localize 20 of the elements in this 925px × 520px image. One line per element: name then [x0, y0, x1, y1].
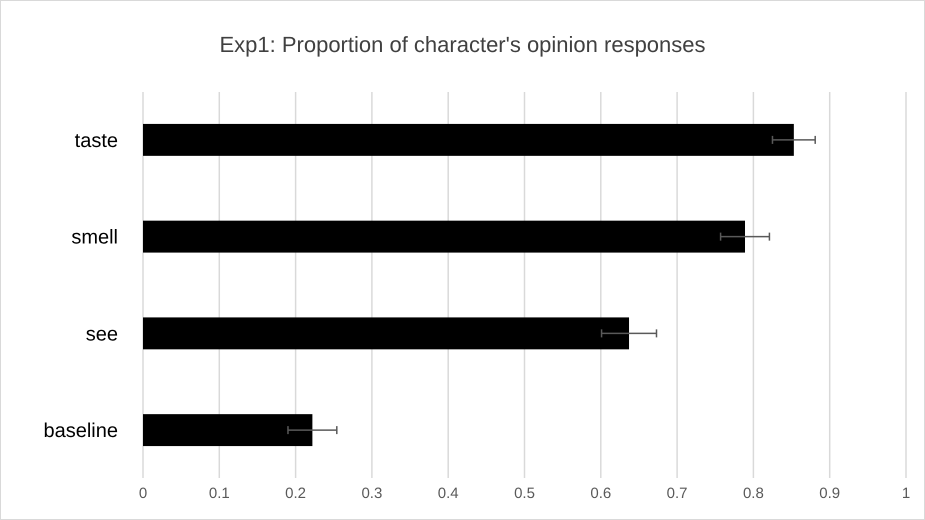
- bar: [143, 124, 794, 156]
- x-tick-label: 0.7: [666, 485, 688, 502]
- x-tick-label: 0.1: [208, 485, 230, 502]
- y-tick-label: taste: [74, 130, 118, 152]
- x-tick-label: 1: [902, 485, 910, 502]
- x-tick-label: 0.9: [819, 485, 840, 502]
- x-tick-label: 0: [138, 485, 148, 502]
- y-tick-label: smell: [71, 226, 118, 249]
- bar: [143, 414, 312, 446]
- chart-title: Exp1: Proportion of character's opinion responses: [219, 32, 706, 57]
- y-tick-label: see: [86, 323, 118, 346]
- bar: [143, 220, 746, 253]
- x-tick-label: 0.8: [742, 485, 764, 502]
- y-tick-label: baseline: [43, 420, 118, 442]
- x-tick-label: 0.4: [438, 485, 459, 502]
- x-tick-label: 0.2: [285, 485, 306, 502]
- bar: [143, 317, 630, 350]
- x-tick-label: 0.5: [514, 485, 535, 502]
- x-tick-label: 0.3: [361, 485, 382, 502]
- x-tick-label: 0.6: [590, 485, 612, 502]
